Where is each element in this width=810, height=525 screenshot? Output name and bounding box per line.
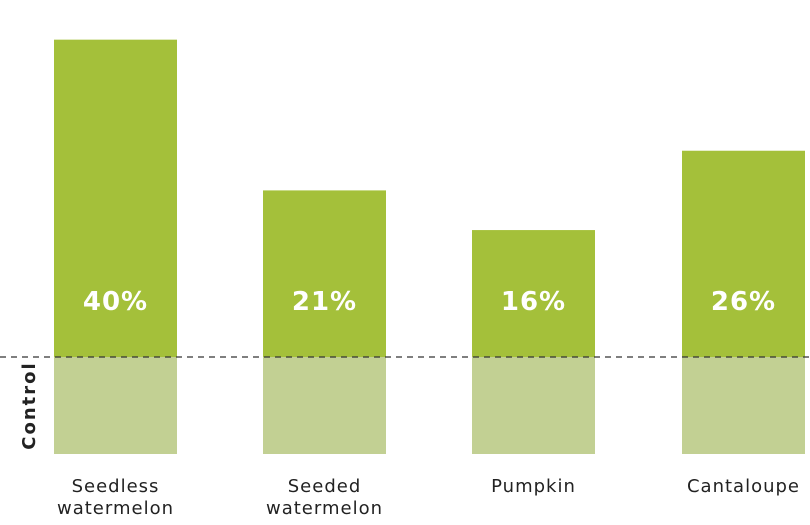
control-segment	[472, 357, 595, 454]
bar-value-label: 40%	[83, 287, 148, 317]
bar	[682, 150, 805, 357]
category-labels: Seedless watermelon Seeded watermelon Pumpki…	[57, 476, 800, 519]
control-axis-label: Control	[19, 361, 40, 449]
bar-value-label: 26%	[711, 287, 776, 317]
category-label: Cantaloupe	[687, 476, 800, 497]
bar-value-labels: 40% 21% 16% 26%	[83, 287, 776, 317]
bar-value-label: 16%	[501, 287, 566, 317]
category-label: Seeded watermelon	[266, 476, 383, 519]
bar	[263, 190, 386, 357]
control-region	[54, 357, 805, 454]
bars	[54, 39, 805, 358]
bar	[472, 230, 595, 357]
control-segment	[682, 357, 805, 454]
control-segment	[54, 357, 177, 454]
bar-value-label: 21%	[292, 287, 357, 317]
control-segment	[263, 357, 386, 454]
category-label: Pumpkin	[491, 476, 576, 497]
category-label: Seedless watermelon	[57, 476, 174, 519]
bar	[54, 39, 177, 358]
